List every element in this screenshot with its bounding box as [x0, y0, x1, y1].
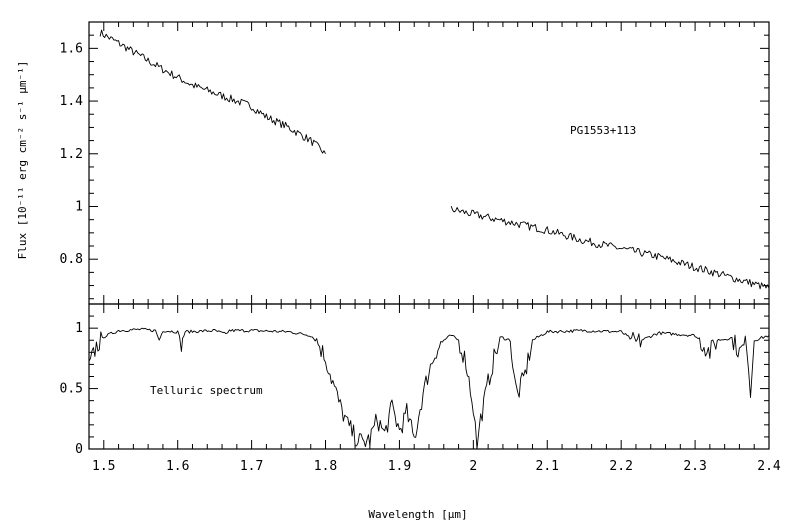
y-tick-label: 0.8 — [60, 252, 83, 267]
x-tick-label: 1.9 — [388, 459, 411, 474]
top-panel-series-line — [99, 29, 326, 154]
y-tick-label: 1.4 — [60, 94, 84, 109]
x-tick-label: 1.5 — [92, 459, 115, 474]
x-axis-label: Wavelength [μm] — [368, 508, 467, 521]
x-tick-label: 2.2 — [609, 459, 632, 474]
tick-marks — [88, 21, 770, 450]
tick-labels: 0.8 1 1.2 1.4 1.6 0 0.5 1 1.5 1.6 1.7 1.8 1.9 2 2.1 2.2… — [60, 41, 781, 474]
top-panel-frame — [88, 21, 770, 305]
x-tick-label: 1.7 — [240, 459, 263, 474]
x-tick-label: 2.1 — [536, 459, 559, 474]
top-panel-series-line — [450, 205, 770, 290]
spectrum-lines — [88, 29, 770, 450]
x-tick-label: 2.4 — [757, 459, 781, 474]
x-tick-label: 1.8 — [314, 459, 337, 474]
bottom-panel-series-line — [88, 327, 770, 450]
y-tick-label: 1.2 — [60, 147, 83, 162]
object-name-label: PG1553+113 — [570, 124, 636, 137]
telluric-spectrum-label: Telluric spectrum — [150, 384, 263, 397]
y-tick-label: 1.6 — [60, 41, 83, 56]
y-axis-label: Flux [10⁻¹¹ erg cm⁻² s⁻¹ μm⁻¹] — [16, 61, 29, 260]
y-tick-label: 1 — [75, 199, 83, 214]
y-tick-label: 0.5 — [60, 382, 83, 397]
y-tick-label: 0 — [75, 442, 83, 457]
x-tick-label: 2.3 — [683, 459, 706, 474]
y-tick-label: 1 — [75, 321, 83, 336]
x-tick-label: 2 — [469, 459, 477, 474]
x-tick-label: 1.6 — [166, 459, 189, 474]
